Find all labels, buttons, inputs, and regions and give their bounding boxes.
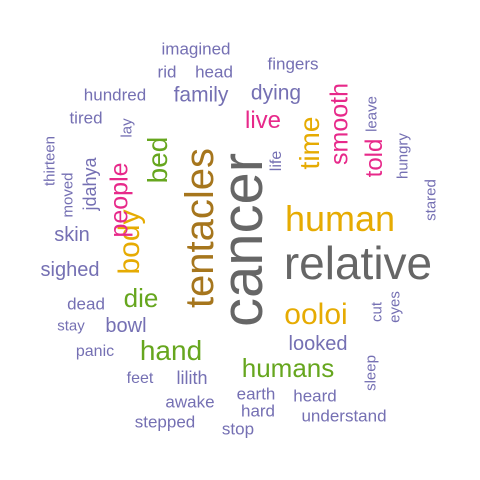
word-heard: heard	[293, 386, 337, 406]
word-thirteen: thirteen	[41, 135, 59, 187]
word-sighed: sighed	[40, 259, 100, 281]
word-looked: looked	[288, 333, 348, 355]
word-hand: hand	[139, 335, 203, 366]
word-ooloi: ooloi	[284, 298, 348, 331]
word-humans: humans	[241, 353, 335, 383]
word-rid: rid	[157, 62, 177, 82]
word-sleep: sleep	[362, 355, 380, 391]
word-stared: stared	[422, 179, 440, 221]
word-stop: stop	[221, 419, 255, 439]
word-live: live	[244, 107, 282, 134]
word-life: life	[268, 150, 285, 172]
word-stepped: stepped	[134, 412, 196, 432]
word-told: told	[361, 138, 388, 178]
word-imagined: imagined	[161, 39, 231, 59]
word-eyes: eyes	[386, 291, 404, 323]
word-awake: awake	[165, 392, 215, 412]
word-dying: dying	[250, 81, 302, 105]
word-hungry: hungry	[394, 133, 412, 179]
word-people: people	[105, 162, 134, 238]
word-leave: leave	[363, 96, 381, 132]
word-bed: bed	[142, 136, 173, 184]
word-family: family	[173, 83, 229, 107]
word-stay: stay	[57, 317, 85, 335]
word-hard: hard	[240, 401, 276, 421]
word-understand: understand	[301, 406, 387, 426]
word-tired: tired	[69, 108, 103, 128]
word-smooth: smooth	[325, 83, 354, 165]
word-time: time	[294, 116, 325, 170]
word-die: die	[123, 283, 159, 313]
word-tentacles: tentacles	[178, 147, 222, 309]
word-lilith: lilith	[176, 368, 208, 388]
word-panic: panic	[75, 343, 115, 360]
word-bowl: bowl	[105, 315, 147, 337]
word-feet: feet	[126, 370, 154, 387]
word-fingers: fingers	[267, 54, 319, 74]
word-lay: lay	[118, 118, 136, 138]
word-human: human	[284, 198, 396, 239]
word-skin: skin	[54, 224, 90, 246]
word-hundred: hundred	[83, 85, 147, 105]
word-head: head	[195, 62, 233, 82]
word-cut: cut	[368, 301, 386, 323]
word-moved: moved	[59, 172, 77, 218]
word-earth: earth	[236, 384, 276, 404]
word-cancer: cancer	[210, 152, 275, 328]
word-jdahya: jdahya	[80, 157, 100, 211]
word-dead: dead	[67, 294, 105, 314]
word-relative: relative	[283, 237, 433, 289]
